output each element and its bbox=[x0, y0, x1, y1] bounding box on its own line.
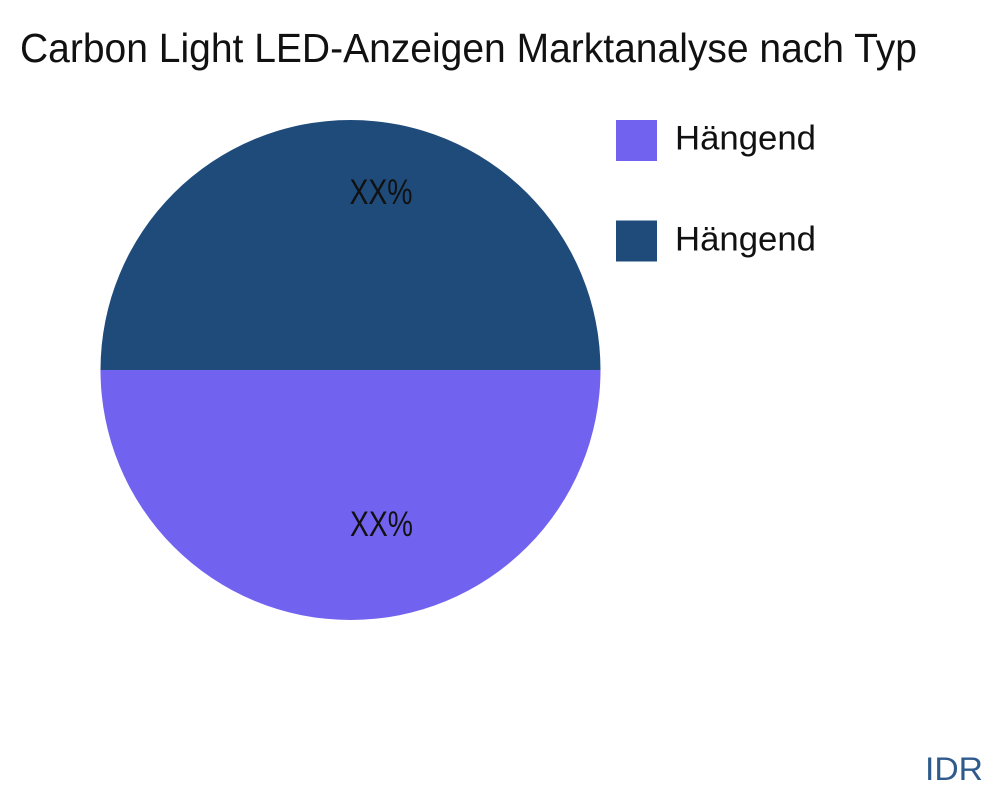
svg-text:Hängend: Hängend bbox=[675, 120, 816, 158]
svg-text:XX%: XX% bbox=[350, 173, 413, 212]
svg-text:Hängend: Hängend bbox=[675, 221, 816, 259]
svg-text:IDR: IDR bbox=[925, 751, 983, 787]
svg-text:Carbon Light LED-Anzeigen Mark: Carbon Light LED-Anzeigen Marktanalyse n… bbox=[20, 25, 917, 71]
svg-text:XX%: XX% bbox=[350, 505, 413, 544]
